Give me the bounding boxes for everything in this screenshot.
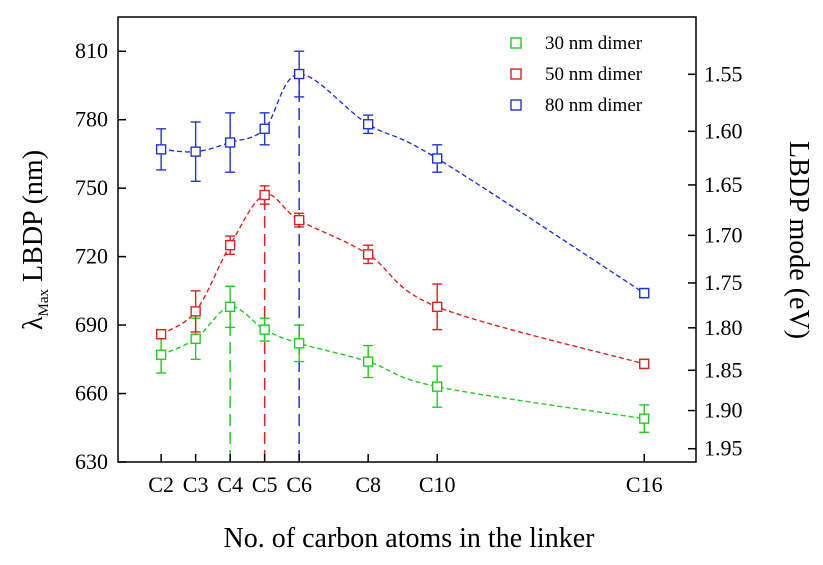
fit-curves — [160, 73, 645, 420]
data-point — [190, 146, 201, 157]
fit-curve — [161, 73, 645, 294]
y2-tick-label: 1.80 — [704, 315, 743, 340]
data-point — [293, 68, 305, 80]
y2-tick-label: 1.65 — [704, 172, 743, 197]
data-point — [362, 119, 374, 130]
y2-tick-label: 1.60 — [704, 118, 743, 143]
y-tick-label: 810 — [75, 38, 108, 63]
data-point — [293, 338, 305, 349]
data-point — [293, 214, 305, 226]
data-point — [155, 329, 167, 340]
legend: 30 nm dimer 50 nm dimer 80 nm dimer — [510, 33, 643, 116]
y2-tick-label: 1.70 — [704, 222, 743, 247]
x-tick-label: C16 — [626, 472, 663, 497]
data-point — [224, 301, 236, 313]
data-point — [259, 324, 270, 335]
data-point — [362, 249, 374, 260]
x-tick-label: C5 — [252, 472, 278, 497]
y2-axis-title: LBDP mode (eV) — [783, 141, 814, 339]
legend-label: 50 nm dimer — [545, 64, 643, 85]
legend-label: 80 nm dimer — [545, 95, 643, 116]
y-tick-label: 780 — [75, 107, 108, 132]
data-point — [155, 349, 167, 360]
y2-tick-label: 1.55 — [704, 61, 743, 86]
plot-frame — [117, 16, 697, 463]
y-tick-label: 630 — [75, 449, 108, 474]
legend-label: 30 nm dimer — [545, 33, 643, 54]
fit-curve — [160, 193, 645, 365]
data-point — [639, 358, 650, 370]
x-tick-label: C10 — [419, 472, 456, 497]
y-tick-label: 720 — [75, 244, 108, 269]
y-axis-ticks: 630 660 690 720 750 780 810 — [75, 38, 126, 474]
y-axis-title-rest: LBDP (nm) — [18, 150, 49, 289]
y-axis-title-subscript: Max — [36, 288, 52, 316]
y-tick-label: 690 — [75, 312, 108, 337]
legend-marker — [510, 99, 522, 111]
data-point — [259, 189, 270, 201]
fit-curve — [160, 306, 645, 420]
y-tick-label: 750 — [75, 175, 108, 200]
y-axis-title-symbol: λ — [18, 316, 49, 330]
x-axis-title: No. of carbon atoms in the linker — [224, 523, 596, 554]
y-tick-label: 660 — [75, 381, 108, 406]
x-tick-label: C8 — [355, 472, 381, 497]
x-tick-label: C6 — [286, 472, 312, 497]
y-axis-title: λMax LBDP (nm) — [18, 150, 52, 330]
data-point — [362, 356, 374, 367]
data-point — [190, 306, 201, 317]
data-point — [155, 144, 167, 155]
data-point — [431, 301, 443, 313]
legend-marker — [510, 37, 522, 49]
legend-marker — [510, 68, 522, 80]
y2-axis-ticks: 1.55 1.60 1.65 1.70 1.75 1.80 1.85 1.90 1.95 — [688, 61, 743, 461]
x-tick-label: C4 — [217, 472, 243, 497]
y2-tick-label: 1.90 — [704, 398, 743, 423]
data-point — [224, 240, 236, 251]
data-point — [639, 287, 650, 299]
x-tick-label: C3 — [183, 472, 209, 497]
data-point — [431, 381, 443, 392]
data-point — [224, 137, 236, 148]
data-point — [259, 123, 270, 135]
y2-tick-label: 1.85 — [704, 357, 743, 382]
x-tick-label: C2 — [148, 472, 174, 497]
data-point — [431, 153, 443, 164]
data-point — [639, 413, 650, 424]
y2-tick-label: 1.75 — [704, 270, 743, 295]
x-axis-ticks: C2 C3 C4 C5 C6 C8 C10 C16 — [148, 454, 663, 497]
data-points — [155, 68, 650, 424]
y2-tick-label: 1.95 — [704, 436, 743, 461]
data-point — [190, 333, 201, 344]
